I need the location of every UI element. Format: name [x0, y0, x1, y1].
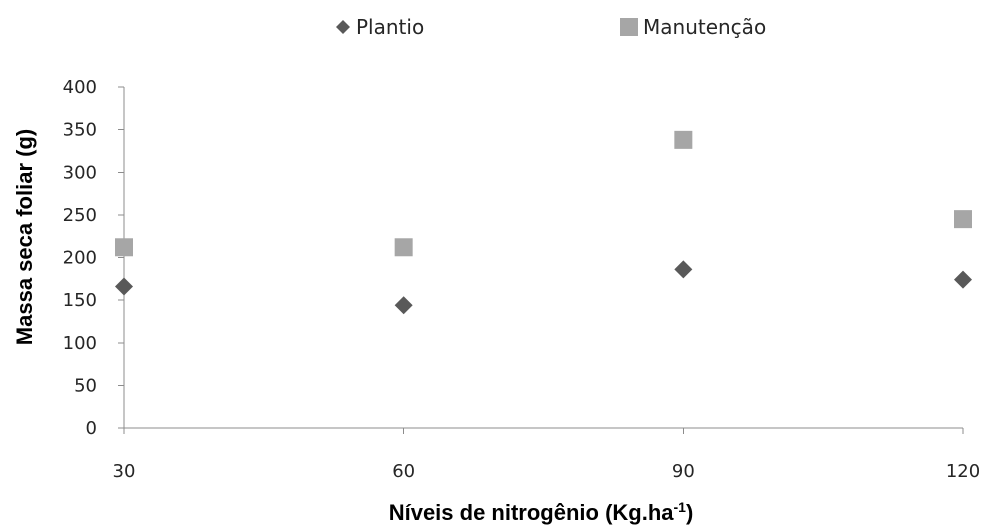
x-axis-title-superscript: -1	[674, 499, 687, 515]
x-axis-title-suffix: )	[686, 500, 693, 525]
y-tick-label: 300	[63, 162, 97, 183]
plantio-point	[674, 260, 693, 279]
y-tick-label: 250	[63, 205, 97, 226]
x-tick-label: 90	[672, 461, 695, 482]
manutencao-point	[394, 238, 413, 257]
legend-plantio-label: Plantio	[356, 15, 424, 39]
y-axis-title: Massa seca foliar (g)	[12, 129, 37, 345]
y-tick-label: 0	[86, 418, 97, 439]
y-tick-label: 400	[63, 77, 97, 98]
x-tick-labels: 30 60 90 120	[113, 461, 981, 482]
x-axis-title-main: Níveis de nitrogênio (Kg.ha	[389, 500, 675, 525]
x-tick-label: 120	[946, 461, 980, 482]
y-tick-label: 50	[74, 375, 97, 396]
y-tick-label: 350	[63, 120, 97, 141]
plantio-point	[115, 277, 133, 296]
legend: Plantio Manutenção	[336, 15, 766, 39]
manutencao-point	[954, 210, 972, 229]
legend-plantio-marker	[336, 20, 350, 34]
x-tick-label: 60	[392, 461, 415, 482]
y-tick-label: 150	[63, 290, 97, 311]
plantio-point	[954, 270, 972, 289]
legend-manutencao-marker	[620, 18, 638, 36]
x-tick-label: 30	[113, 461, 136, 482]
y-tick-label: 200	[63, 248, 97, 269]
manutencao-point	[115, 238, 133, 257]
axes	[118, 86, 964, 434]
y-tick-label: 100	[63, 333, 97, 354]
data-points	[115, 130, 972, 315]
plantio-point	[394, 296, 413, 315]
y-tick-labels: 0 50 100 150 200 250 300 350 400	[63, 77, 97, 439]
manutencao-point	[674, 130, 693, 149]
x-axis-title: Níveis de nitrogênio (Kg.ha-1)	[389, 499, 694, 525]
legend-manutencao-label: Manutenção	[643, 15, 766, 39]
